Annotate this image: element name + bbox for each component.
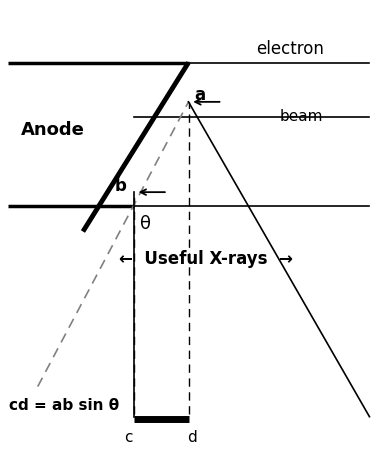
- Text: c: c: [124, 430, 132, 444]
- Text: cd = ab sin θ: cd = ab sin θ: [9, 398, 120, 413]
- Text: d: d: [187, 430, 197, 444]
- Text: θ: θ: [139, 215, 151, 233]
- Text: a: a: [194, 86, 205, 104]
- Text: electron: electron: [256, 40, 324, 57]
- Text: b: b: [115, 177, 126, 195]
- Text: Anode: Anode: [21, 121, 85, 138]
- Text: ←  Useful X-rays  →: ← Useful X-rays →: [118, 250, 293, 268]
- Text: beam: beam: [280, 109, 323, 124]
